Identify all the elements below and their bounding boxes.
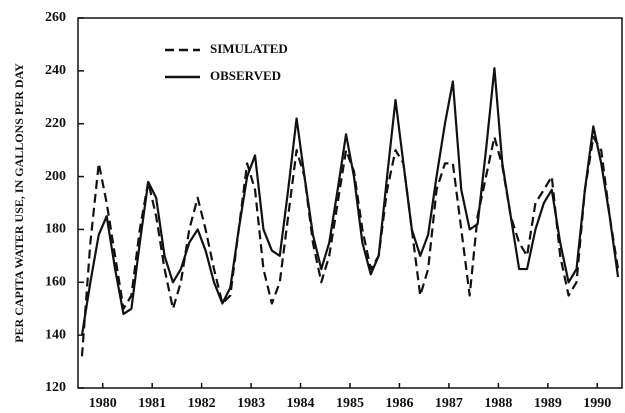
- y-tick-label: 220: [45, 116, 66, 131]
- y-axis-label: PER CAPITA WATER USE, IN GALLONS PER DAY: [12, 63, 26, 343]
- y-tick-label: 120: [45, 380, 66, 395]
- x-tick-label: 1985: [336, 396, 364, 411]
- plot-frame: [77, 17, 623, 389]
- y-tick-label: 160: [45, 275, 66, 290]
- legend-label: OBSERVED: [210, 68, 281, 83]
- y-tick-label: 200: [45, 169, 66, 184]
- x-tick-label: 1990: [583, 396, 611, 411]
- x-tick-label: 1983: [237, 396, 265, 411]
- data-line: [80, 67, 620, 336]
- y-tick-label: 260: [45, 10, 66, 25]
- y-tick-label: 140: [45, 327, 66, 342]
- y-tick-label: 240: [45, 63, 66, 78]
- x-tick-label: 1984: [287, 396, 315, 411]
- legend-label: SIMULATED: [210, 41, 288, 56]
- x-tick-label: 1986: [385, 396, 413, 411]
- x-tick-label: 1987: [435, 396, 463, 411]
- x-tick-label: 1982: [188, 396, 216, 411]
- y-tick-label: 180: [45, 222, 66, 237]
- x-tick-label: 1980: [89, 396, 117, 411]
- x-tick-label: 1981: [138, 396, 166, 411]
- x-tick-label: 1989: [534, 396, 562, 411]
- x-tick-label: 1988: [484, 396, 512, 411]
